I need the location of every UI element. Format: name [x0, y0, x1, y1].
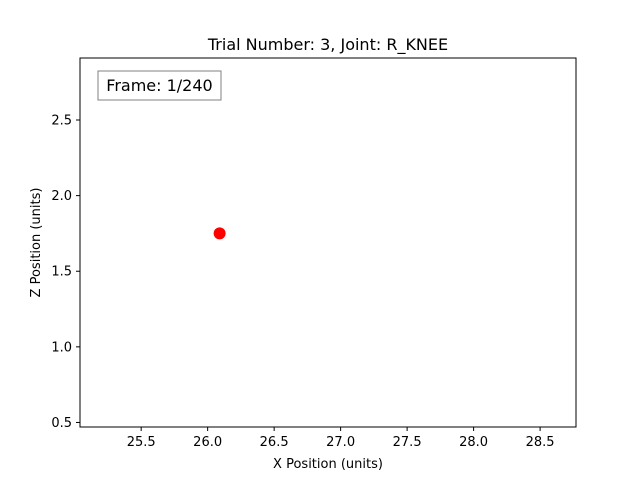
y-tick-label: 2.5	[51, 114, 72, 129]
frame-annotation-box	[97, 70, 222, 101]
frame-annotation-text: Frame: 1/240	[106, 76, 212, 95]
frame-annotation: Frame: 1/240	[97, 70, 222, 101]
plot-frame	[79, 57, 577, 428]
data-points	[213, 227, 226, 240]
x-tick-label: 26.0	[193, 435, 222, 450]
x-tick-label: 25.5	[127, 435, 156, 450]
chart-title: Trial Number: 3, Joint: R_KNEE	[207, 35, 448, 55]
y-axis-ticks: 0.5 1.0 1.5 2.0 2.5	[51, 114, 80, 431]
y-tick-label: 2.0	[51, 189, 72, 204]
x-tick-label: 27.0	[326, 435, 355, 450]
x-tick-label: 26.5	[260, 435, 289, 450]
plot-area	[80, 58, 576, 427]
y-axis-label: Z Position (units)	[29, 188, 44, 298]
y-tick-label: 0.5	[51, 416, 72, 431]
x-tick-label: 28.0	[459, 435, 488, 450]
x-tick-label: 28.5	[526, 435, 555, 450]
x-axis-ticks: 25.5 26.0 26.5 27.0 27.5 28.0 28.5	[127, 427, 555, 450]
y-tick-label: 1.5	[51, 265, 72, 280]
data-point	[213, 227, 226, 240]
y-tick-label: 1.0	[51, 340, 72, 355]
x-axis-label: X Position (units)	[273, 457, 383, 472]
x-tick-label: 27.5	[393, 435, 422, 450]
